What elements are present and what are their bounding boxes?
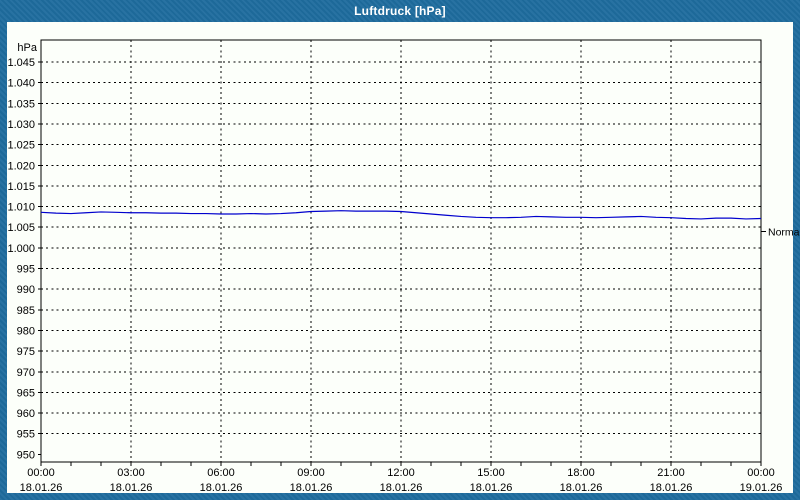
svg-text:18.01.26: 18.01.26 [380,482,423,494]
title-bar: Luftdruck [hPa] [0,0,800,22]
svg-text:06:00: 06:00 [207,467,235,479]
svg-text:1.045: 1.045 [7,57,35,69]
svg-text:18.01.26: 18.01.26 [110,482,153,494]
window-title: Luftdruck [hPa] [354,4,446,18]
svg-text:1.015: 1.015 [7,181,35,193]
svg-text:18.01.26: 18.01.26 [290,482,333,494]
svg-text:995: 995 [17,264,35,276]
svg-text:965: 965 [17,387,35,399]
svg-text:18.01.26: 18.01.26 [560,482,603,494]
svg-text:950: 950 [17,449,35,461]
svg-text:21:00: 21:00 [657,467,685,479]
svg-text:18.01.26: 18.01.26 [20,482,63,494]
pressure-line [40,210,762,220]
x-axis-time-labels: 00:00 03:00 06:00 09:00 12:00 15:00 18:00 21:00… [27,467,775,479]
y-axis-tick-labels: 1.045 1.040 1.035 1.030 1.025 1.020 1.015 1.010… [7,57,41,461]
unit-label: hPa [17,42,37,54]
svg-text:03:00: 03:00 [117,467,145,479]
svg-text:1.005: 1.005 [7,222,35,234]
svg-text:18.01.26: 18.01.26 [650,482,693,494]
svg-text:1.025: 1.025 [7,140,35,152]
svg-text:18.01.26: 18.01.26 [470,482,513,494]
svg-text:980: 980 [17,325,35,337]
x-axis-ticks [40,462,762,466]
svg-text:975: 975 [17,346,35,358]
svg-text:hPa: hPa [17,42,37,54]
svg-text:09:00: 09:00 [297,467,325,479]
svg-text:970: 970 [17,367,35,379]
svg-text:18:00: 18:00 [567,467,595,479]
normal-label: Normal [768,226,800,238]
x-gridlines [130,40,672,462]
svg-text:00:00: 00:00 [747,467,775,479]
svg-text:1.040: 1.040 [7,78,35,90]
svg-text:1.020: 1.020 [7,160,35,172]
y-gridlines [41,61,761,435]
svg-text:00:00: 00:00 [27,467,55,479]
x-axis-date-labels: 18.01.26 18.01.26 18.01.26 18.01.26 18.01.26… [20,482,783,494]
svg-text:1.030: 1.030 [7,119,35,131]
svg-text:1.010: 1.010 [7,202,35,214]
svg-text:18.01.26: 18.01.26 [200,482,243,494]
svg-text:15:00: 15:00 [477,467,505,479]
svg-text:19.01.26: 19.01.26 [740,482,783,494]
svg-text:12:00: 12:00 [387,467,415,479]
plot-frame [40,39,762,463]
svg-text:1.035: 1.035 [7,98,35,110]
svg-text:985: 985 [17,305,35,317]
normal-marker: Normal [761,226,800,238]
svg-text:955: 955 [17,429,35,441]
svg-text:1.000: 1.000 [7,243,35,255]
svg-text:960: 960 [17,408,35,420]
svg-text:990: 990 [17,284,35,296]
pressure-chart: 1.045 1.040 1.035 1.030 1.025 1.020 1.015 1.010… [7,39,800,494]
chart-panel: 1.045 1.040 1.035 1.030 1.025 1.020 1.015 1.010… [7,22,800,494]
